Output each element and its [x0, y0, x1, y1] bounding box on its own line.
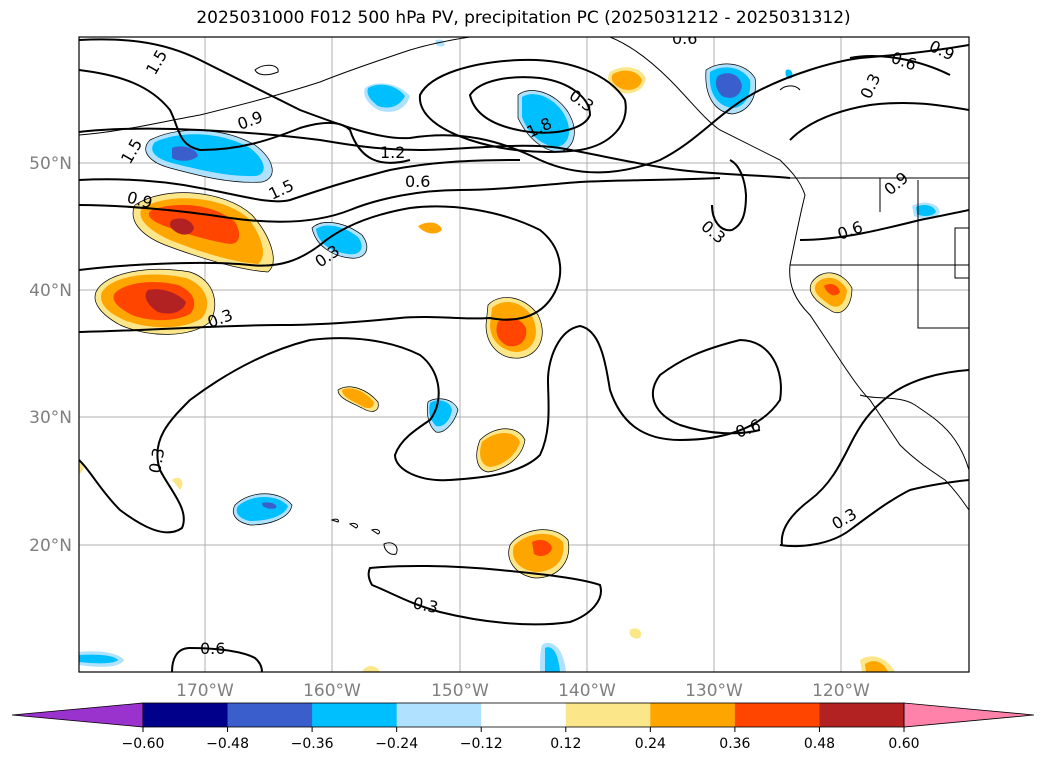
contour-label: 0.6: [200, 639, 225, 658]
lon-label: 140°W: [558, 681, 616, 701]
colorbar-tick-label: 0.24: [635, 736, 666, 752]
coastlines: [79, 37, 969, 511]
colorbar-tick-label: 0.48: [804, 736, 835, 752]
contour-label: 0.3: [145, 446, 168, 474]
colorbar-tick-label: 0.36: [719, 736, 750, 752]
colorbar-tick-label: −0.24: [375, 736, 418, 752]
colorbar: −0.60 −0.48 −0.36 −0.24 −0.12 0.12 0.24 0.36 0.4…: [11, 702, 1035, 752]
lon-label: 130°W: [685, 681, 743, 701]
colorbar-tick-label: −0.36: [291, 736, 334, 752]
colorbar-tick-label: 0.12: [550, 736, 581, 752]
colorbar-extend-high: [903, 702, 1035, 728]
map-frame: [78, 36, 970, 673]
colorbar-tick-label: −0.48: [206, 736, 249, 752]
colorbar-tick-label: −0.12: [460, 736, 503, 752]
colorbar-tick-label: −0.60: [122, 736, 165, 752]
colorbar-segments: [11, 702, 1035, 728]
precip-outlines: [94, 63, 853, 579]
lat-label: 50°N: [29, 154, 72, 174]
longitude-labels: 170°W 160°W 150°W 140°W 130°W 120°W: [176, 681, 870, 701]
lat-label: 40°N: [29, 281, 72, 301]
colorbar-segment: [143, 703, 229, 727]
map-title: 2025031000 F012 500 hPa PV, precipitatio…: [196, 8, 851, 28]
lon-label: 160°W: [303, 681, 361, 701]
lon-label: 120°W: [812, 681, 870, 701]
lon-label: 170°W: [176, 681, 234, 701]
colorbar-border: [142, 702, 905, 728]
lat-label: 20°N: [29, 536, 72, 556]
colorbar-segment: [227, 703, 313, 727]
colorbar-segment: [734, 703, 820, 727]
islands: [254, 64, 398, 555]
colorbar-segment: [819, 703, 905, 727]
contour-label: 1.2: [380, 143, 405, 162]
pv-contours: [79, 38, 969, 672]
colorbar-extend-low: [11, 702, 144, 728]
colorbar-segment: [650, 703, 736, 727]
contour-label: 0.3: [411, 593, 440, 617]
contour-label: 0.6: [672, 29, 697, 48]
colorbar-segment: [565, 703, 651, 727]
colorbar-segment: [312, 703, 398, 727]
colorbar-tick-label: 0.60: [888, 736, 919, 752]
lon-label: 150°W: [431, 681, 489, 701]
colorbar-segment: [481, 703, 567, 727]
colorbar-segment: [396, 703, 482, 727]
contour-label: 0.6: [405, 172, 430, 191]
gridlines: [79, 37, 969, 672]
precip-positive-areas: [79, 67, 895, 672]
precip-negative-areas: [79, 39, 940, 672]
lat-label: 30°N: [29, 408, 72, 428]
latitude-labels: 50°N 40°N 30°N 20°N: [29, 154, 72, 556]
colorbar-ticks: −0.60 −0.48 −0.36 −0.24 −0.12 0.12 0.24 0.36 0.4…: [122, 727, 920, 752]
